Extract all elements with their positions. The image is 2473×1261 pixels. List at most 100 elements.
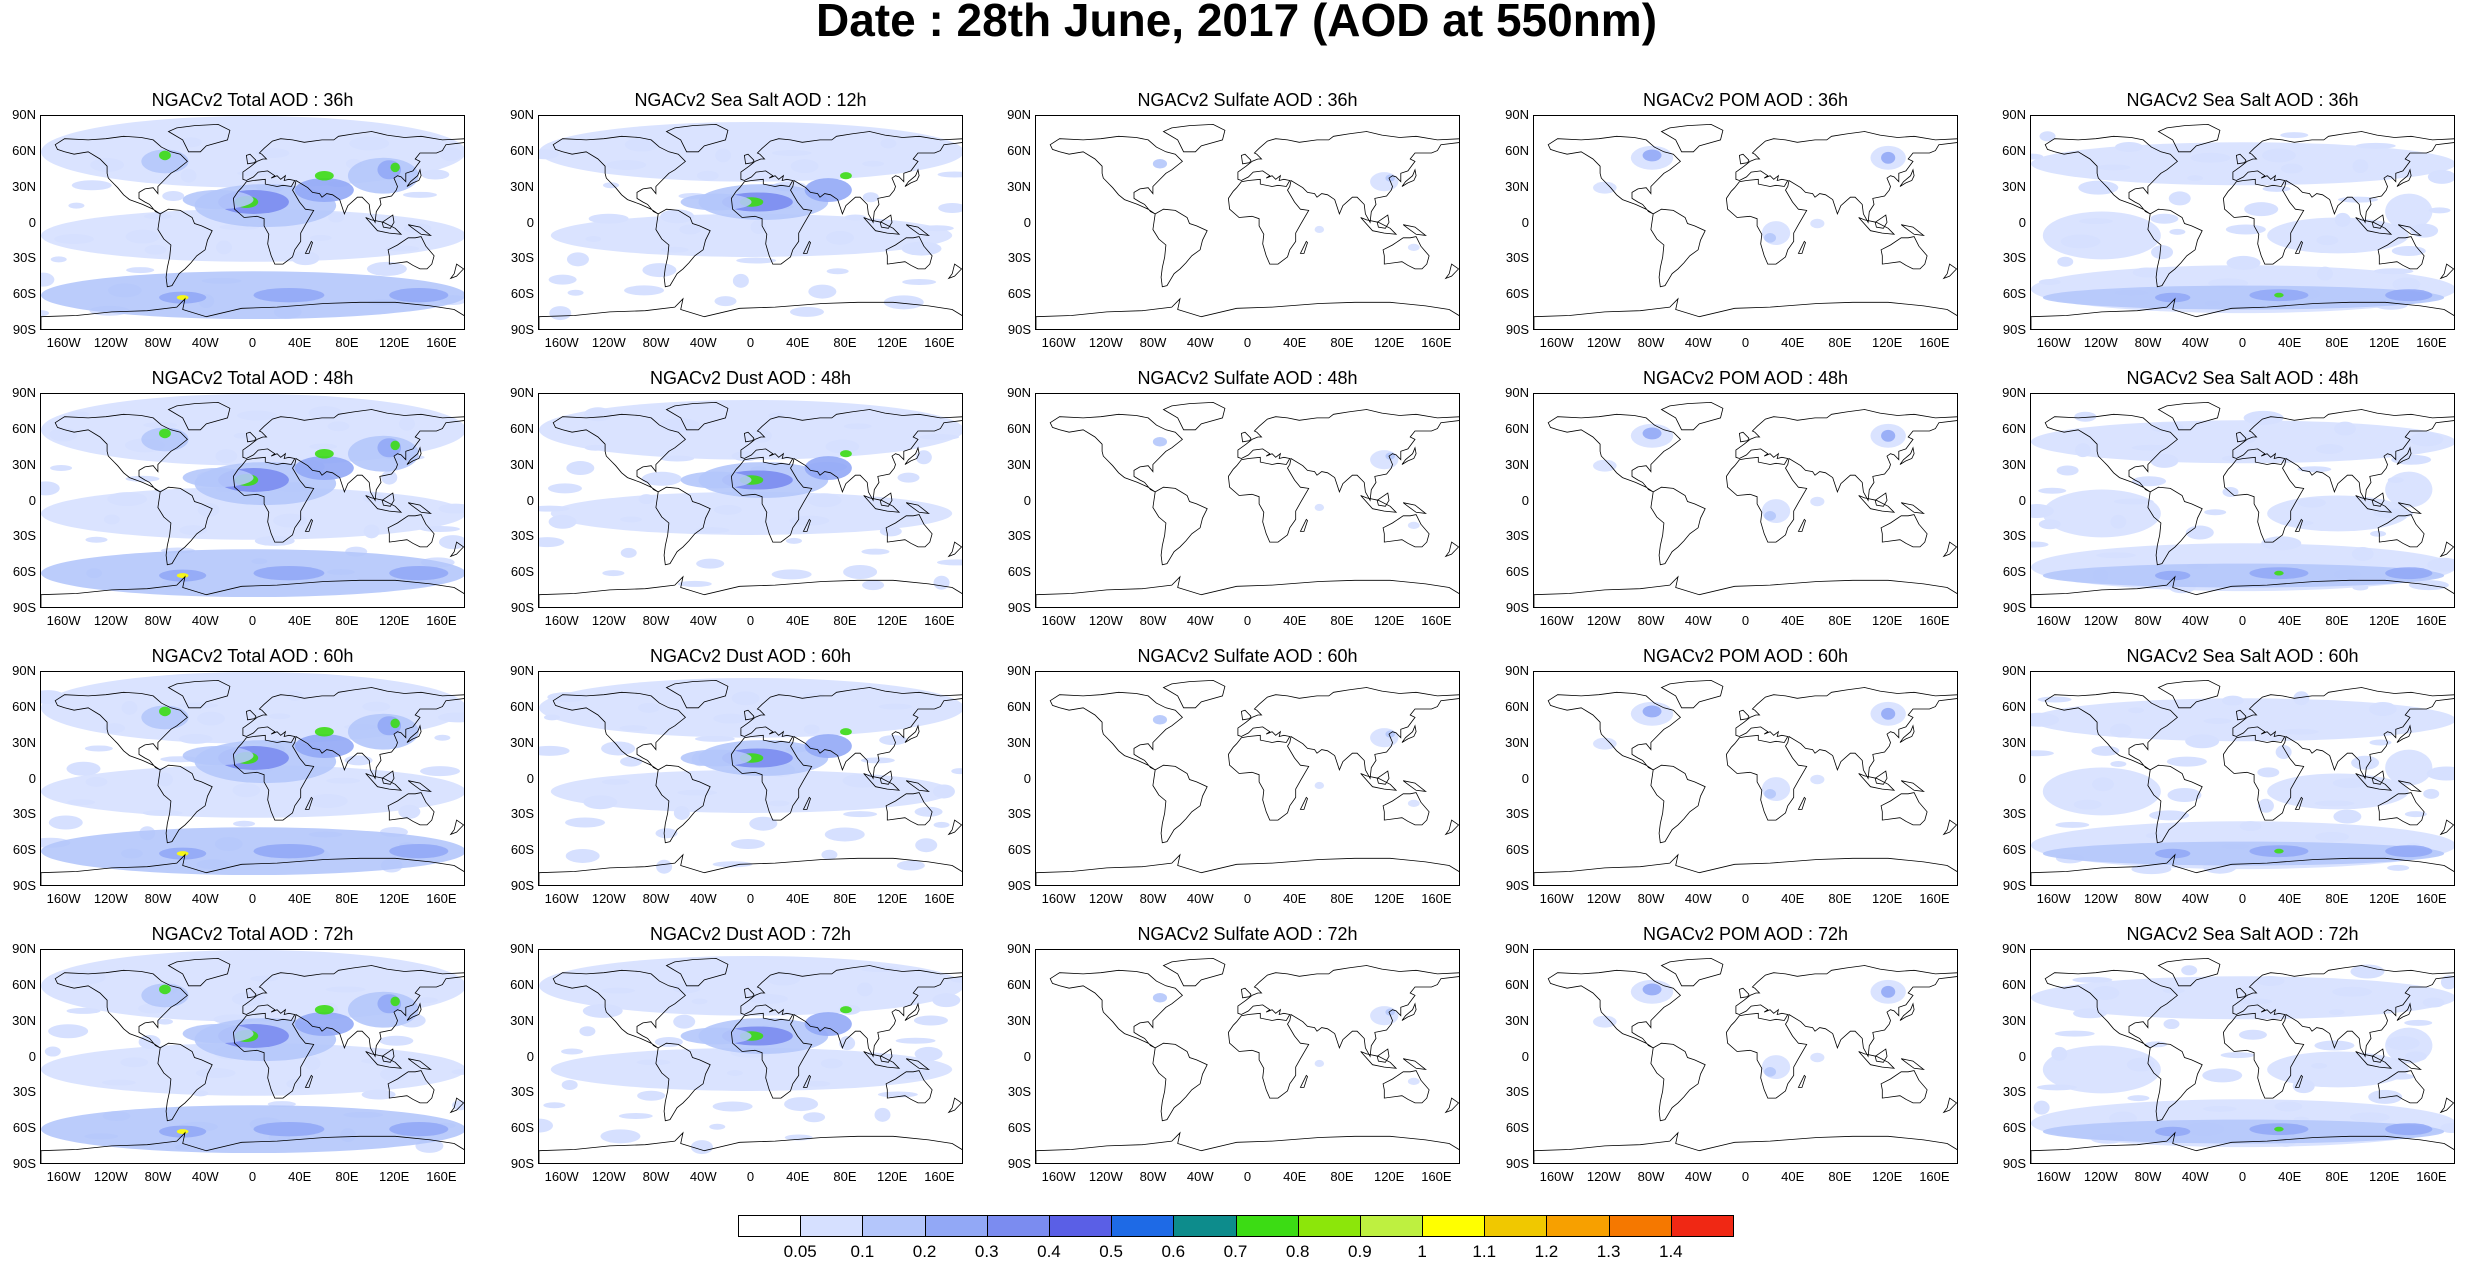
- coastline-africa-eurasia: [232, 687, 464, 821]
- aerosol-plume: [1407, 243, 1420, 251]
- aerosol-plume: [1764, 511, 1777, 521]
- longitude-tick-label: 120E: [876, 613, 908, 628]
- longitude-tick-label: 120W: [1088, 613, 1123, 628]
- aerosol-patch: [2167, 788, 2202, 803]
- longitude-tick-label: 80W: [642, 335, 670, 350]
- longitude-tick-label: 160W: [544, 891, 579, 906]
- coastline-north-america: [552, 413, 686, 493]
- coastline-japan: [2396, 724, 2412, 743]
- latitude-tick-label: 60S: [510, 564, 534, 580]
- aerosol-patch: [2257, 798, 2274, 813]
- longitude-tick-label: 40E: [1781, 335, 1805, 350]
- coastline-borneo: [1376, 770, 1390, 785]
- aerosol-patch: [2149, 810, 2190, 821]
- longitude-tick-label: 120E: [2368, 891, 2400, 906]
- aerosol-patch: [914, 806, 943, 817]
- aerosol-plume: [2042, 1045, 2161, 1094]
- aerosol-plume: [2385, 1027, 2433, 1064]
- panel-title: NGACv2 Sea Salt AOD : 60h: [2126, 646, 2359, 666]
- aerosol-patch: [938, 202, 962, 213]
- longitude-tick-label: 160W: [46, 1169, 81, 1184]
- latitude-tick-label: 60N: [2002, 698, 2026, 714]
- aerosol-plume: [2154, 1126, 2191, 1137]
- aerosol-plume: [1593, 459, 1617, 472]
- coastline-indonesia: [1858, 1051, 1896, 1069]
- latitude-tick-label: 30S: [510, 528, 534, 544]
- map-canvas: [1534, 679, 1957, 885]
- latitude-tick-label: 60N: [2002, 420, 2026, 436]
- map-panel: NGACv2 Total AOD : 60h 90N 60N 30N 0 30S 60S 90…: [0, 556, 495, 906]
- aerosol-plume: [41, 209, 464, 262]
- longitude-tick-label: 160W: [1041, 1169, 1076, 1184]
- longitude-tick-label: 80E: [1330, 891, 1354, 906]
- coastline-south-america: [655, 486, 711, 566]
- latitude-tick-label: 0: [1023, 492, 1031, 508]
- coastline-uk: [2235, 987, 2247, 999]
- latitude-tick-label: 60N: [1505, 698, 1529, 714]
- coastline-indonesia: [1360, 495, 1398, 513]
- map-panel: NGACv2 Sulfate AOD : 60h 90N 60N 30N 0 30S 60S…: [995, 556, 1490, 906]
- map-panel: NGACv2 Sea Salt AOD : 72h 90N 60N 30N 0 30S 60…: [1990, 834, 2473, 1184]
- coastline-japan: [406, 168, 422, 187]
- aerosol-patch: [2185, 525, 2214, 540]
- aerosol-plume: [804, 178, 852, 202]
- aerosol-patch: [50, 465, 73, 472]
- aerosol-patch: [379, 1035, 414, 1046]
- coastline-new-zealand: [1444, 263, 1459, 280]
- longitude-tick-label: 160E: [2416, 335, 2447, 350]
- coastline-indonesia: [1858, 495, 1896, 513]
- aerosol-plume: [294, 1012, 354, 1036]
- colorbar-swatch: [1297, 1215, 1361, 1237]
- aerosol-patch: [2127, 1095, 2150, 1102]
- coastline-uk: [1738, 709, 1750, 721]
- longitude-tick-label: 80W: [144, 891, 172, 906]
- latitude-tick-label: 90S: [1007, 600, 1031, 615]
- coastline-australia: [387, 236, 435, 270]
- coastline-australia: [2377, 1070, 2425, 1104]
- coastline-borneo: [879, 214, 893, 229]
- latitude-tick-label: 30S: [12, 250, 36, 266]
- longitude-tick-label: 80W: [144, 1169, 172, 1184]
- coastline-new-guinea: [905, 1058, 930, 1070]
- coastline-new-zealand: [2439, 1097, 2454, 1114]
- latitude-tick-label: 90S: [1505, 600, 1529, 615]
- coastline-uk: [743, 431, 755, 443]
- aerosol-plume: [294, 178, 354, 202]
- colorbar-swatch: [1608, 1215, 1672, 1237]
- aerosol-patch: [547, 483, 582, 494]
- latitude-tick-label: 90N: [2002, 941, 2026, 956]
- aerosol-plume: [2154, 570, 2191, 581]
- coastline-north-america: [54, 135, 188, 215]
- aerosol-plume: [1642, 427, 1662, 440]
- latitude-tick-label: 30N: [1505, 1012, 1529, 1028]
- aerosol-plume: [1642, 149, 1662, 162]
- map-canvas: [2031, 401, 2454, 607]
- longitude-tick-label: 80W: [642, 613, 670, 628]
- aerosol-patch: [48, 1024, 89, 1039]
- latitude-tick-label: 60N: [12, 976, 36, 992]
- coastline-japan: [904, 446, 920, 465]
- aerosol-plume: [141, 149, 189, 174]
- colorbar-label: 1.4: [1658, 1242, 1683, 1261]
- latitude-tick-label: 30N: [1505, 734, 1529, 750]
- aerosol-patch: [897, 472, 920, 483]
- aerosol-plume: [294, 734, 354, 758]
- coastline-new-zealand: [947, 819, 962, 836]
- coastline-indonesia: [863, 495, 901, 513]
- longitude-tick-label: 80W: [1139, 1169, 1167, 1184]
- longitude-tick-label: 120E: [876, 891, 908, 906]
- map-canvas: [1036, 401, 1459, 607]
- aerosol-plume: [1314, 503, 1325, 512]
- latitude-tick-label: 30S: [1007, 806, 1031, 822]
- longitude-tick-label: 40E: [1781, 891, 1805, 906]
- colorbar-label: 0.9: [1348, 1242, 1372, 1261]
- aerosol-plume: [1407, 1077, 1420, 1085]
- longitude-tick-label: 40W: [1186, 1169, 1214, 1184]
- aerosol-plume: [159, 428, 171, 439]
- map-area: [2030, 671, 2455, 886]
- aerosol-patch: [2440, 975, 2454, 990]
- aerosol-plume: [804, 456, 852, 480]
- longitude-tick-label: 80E: [1828, 1169, 1852, 1184]
- coastline-greenland: [1660, 957, 1724, 987]
- aerosol-plume: [176, 1129, 189, 1134]
